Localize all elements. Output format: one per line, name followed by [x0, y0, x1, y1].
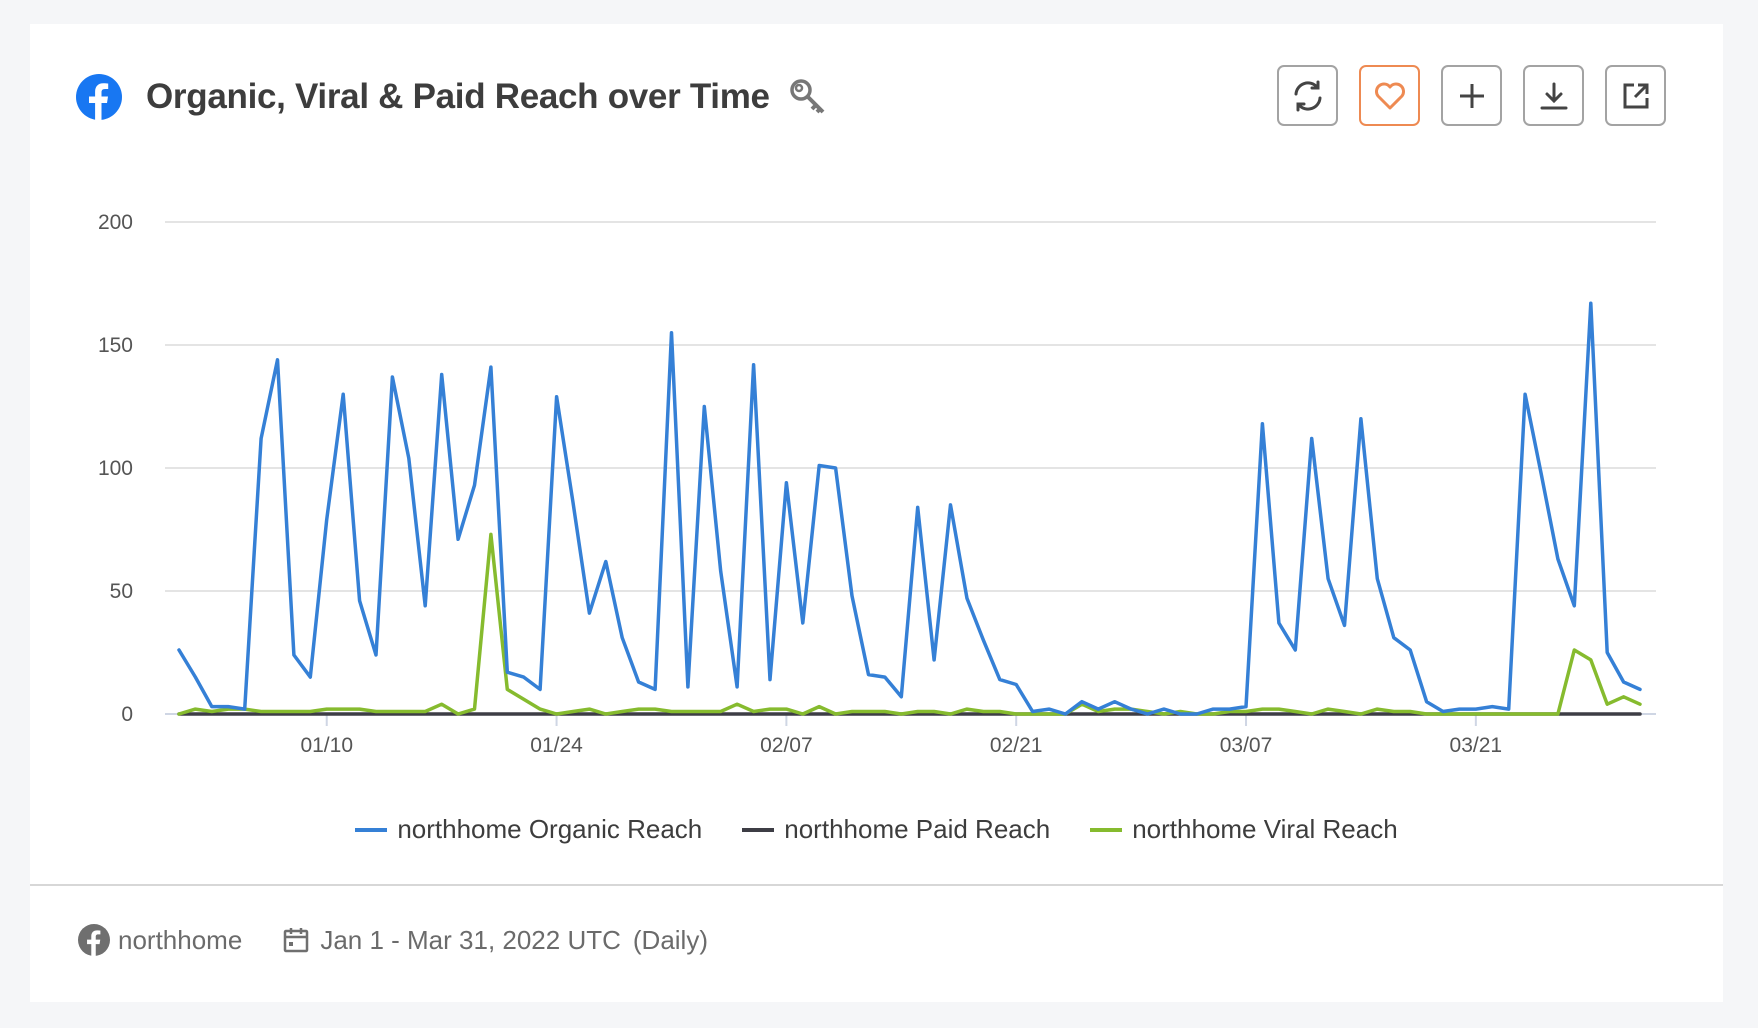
series-line-viral	[177, 532, 1642, 716]
divider	[30, 884, 1723, 886]
x-tick-label: 03/21	[1450, 734, 1503, 757]
legend-swatch	[1090, 827, 1123, 832]
refresh-button[interactable]	[1277, 65, 1338, 126]
series-line-organic	[177, 301, 1642, 716]
heart-icon	[1374, 82, 1405, 109]
plus-icon	[1459, 83, 1484, 108]
refresh-icon	[1294, 80, 1321, 111]
footer: northhome Jan 1 - Mar 31, 2022 UTC (Dail…	[78, 924, 708, 956]
legend-item-viral[interactable]: northhome Viral Reach	[1090, 814, 1398, 845]
legend-swatch	[742, 827, 775, 832]
legend: northhome Organic Reach northhome Paid R…	[30, 814, 1723, 845]
facebook-icon	[76, 74, 122, 120]
add-button[interactable]	[1441, 65, 1502, 126]
open-external-button[interactable]	[1605, 65, 1666, 126]
download-button[interactable]	[1523, 65, 1584, 126]
legend-label: northhome Viral Reach	[1132, 814, 1398, 844]
y-tick-label: 200	[98, 211, 133, 234]
legend-label: northhome Paid Reach	[784, 814, 1051, 844]
date-range: Jan 1 - Mar 31, 2022 UTC	[320, 924, 621, 955]
line-chart: 0 50 100 150 200 01/10 01/24 02/07 02/21 03/07 03/…	[98, 211, 1656, 757]
external-link-icon	[1623, 83, 1648, 108]
toolbar	[1277, 65, 1666, 126]
chart-card: Organic, Viral & Paid Reach over Time	[30, 24, 1723, 1002]
key-icon[interactable]	[788, 77, 828, 117]
x-tick-label: 01/24	[530, 734, 583, 757]
facebook-icon	[78, 924, 110, 956]
legend-swatch	[355, 827, 388, 832]
y-tick-label: 50	[110, 580, 133, 603]
legend-item-organic[interactable]: northhome Organic Reach	[355, 814, 702, 845]
granularity: (Daily)	[632, 924, 708, 955]
y-tick-label: 150	[98, 334, 133, 357]
legend-item-paid[interactable]: northhome Paid Reach	[742, 814, 1050, 845]
x-tick-label: 02/21	[990, 734, 1043, 757]
y-tick-label: 0	[121, 703, 133, 726]
legend-label: northhome Organic Reach	[397, 814, 703, 844]
favorite-button[interactable]	[1359, 65, 1420, 126]
header: Organic, Viral & Paid Reach over Time	[76, 72, 828, 122]
calendar-icon	[284, 928, 309, 953]
x-tick-label: 02/07	[760, 734, 813, 757]
account-name: northhome	[118, 924, 243, 955]
download-icon	[1540, 82, 1567, 109]
chart-title: Organic, Viral & Paid Reach over Time	[146, 77, 770, 116]
y-tick-label: 100	[98, 457, 133, 480]
x-tick-label: 01/10	[300, 734, 353, 757]
x-tick-label: 03/07	[1220, 734, 1273, 757]
